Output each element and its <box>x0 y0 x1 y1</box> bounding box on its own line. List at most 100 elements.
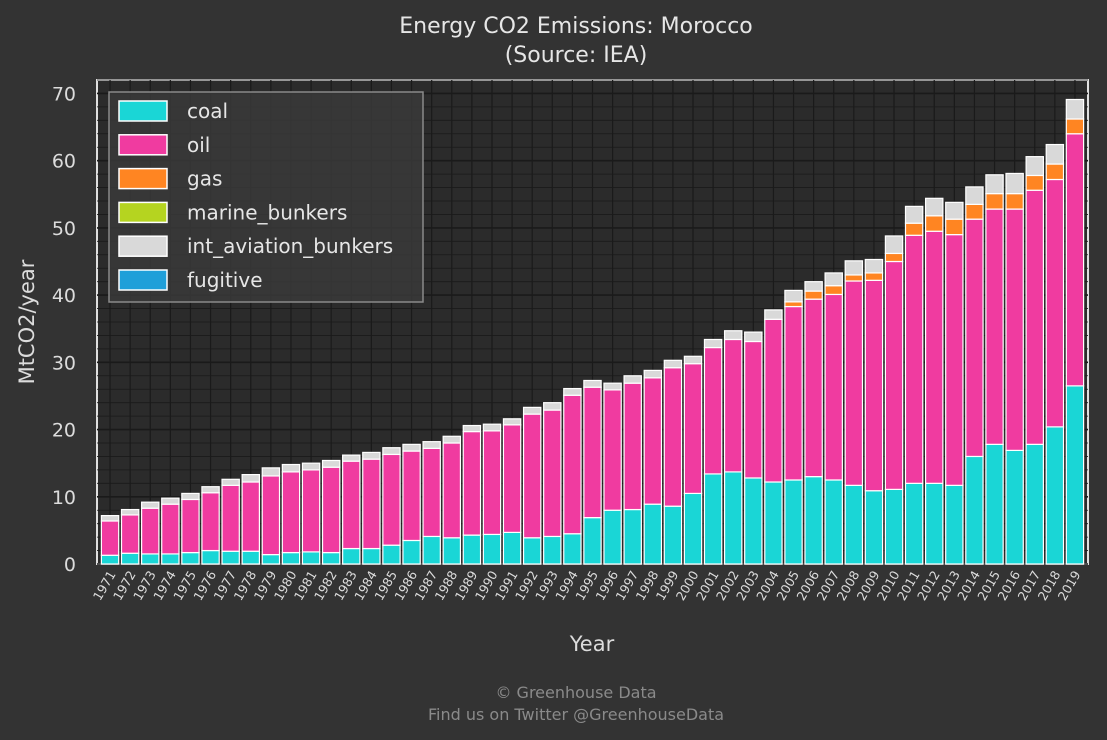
bar-int_aviation_bunkers-1989 <box>462 424 482 433</box>
legend-label-marine_bunkers: marine_bunkers <box>187 200 347 224</box>
bar-coal-1989 <box>462 534 482 565</box>
bar-coal-1984 <box>362 547 381 565</box>
bar-coal-2007 <box>824 479 843 565</box>
bar-coal-2004 <box>764 481 783 565</box>
bar-coal-1992 <box>522 537 542 565</box>
y-tick-labels: 0 10 20 30 40 50 60 70 <box>52 83 76 576</box>
bar-int_aviation_bunkers-2009 <box>864 258 884 274</box>
chart-subtitle: (Source: IEA) <box>505 43 648 68</box>
legend-label-int_aviation_bunkers: int_aviation_bunkers <box>187 234 393 258</box>
y-tick-label: 60 <box>52 151 76 173</box>
bar-coal-1982 <box>321 551 341 565</box>
legend-label-fugitive: fugitive <box>187 268 263 292</box>
bar-int_aviation_bunkers-2006 <box>804 281 823 292</box>
bar-oil-1999 <box>663 367 683 507</box>
y-tick-label: 0 <box>64 554 76 576</box>
bar-coal-1976 <box>201 549 220 565</box>
bar-oil-2008 <box>844 280 864 486</box>
bar-gas-2016 <box>1005 193 1024 210</box>
bar-oil-2011 <box>904 234 924 484</box>
bar-coal-1997 <box>623 508 642 565</box>
bar-oil-1996 <box>603 389 622 511</box>
bar-oil-1990 <box>482 430 502 536</box>
y-tick-label: 50 <box>52 218 76 240</box>
bar-coal-1977 <box>221 550 240 565</box>
bar-coal-1986 <box>402 539 421 565</box>
bar-gas-2018 <box>1045 163 1065 181</box>
legend-swatch-int_aviation_bunkers <box>118 235 168 257</box>
bar-oil-2000 <box>683 363 703 495</box>
y-tick-label: 20 <box>52 420 76 442</box>
bar-oil-1986 <box>402 450 421 542</box>
bar-int_aviation_bunkers-2008 <box>844 260 864 276</box>
bar-int_aviation_bunkers-1984 <box>362 451 381 460</box>
bar-int_aviation_bunkers-1982 <box>321 459 341 468</box>
bar-int_aviation_bunkers-1974 <box>161 497 180 505</box>
bar-coal-1985 <box>382 544 401 565</box>
bar-oil-2015 <box>985 208 1004 445</box>
bar-gas-2012 <box>924 215 944 232</box>
bar-coal-1975 <box>181 551 200 565</box>
bar-coal-2002 <box>723 471 743 565</box>
bar-int_aviation_bunkers-2015 <box>985 174 1004 195</box>
bar-coal-1993 <box>543 535 562 565</box>
bar-int_aviation_bunkers-1993 <box>543 402 562 411</box>
bar-int_aviation_bunkers-1981 <box>301 462 321 471</box>
bar-coal-1973 <box>141 553 160 565</box>
bar-int_aviation_bunkers-2013 <box>945 201 964 220</box>
y-tick-label: 40 <box>52 285 76 307</box>
bar-oil-1998 <box>643 377 663 505</box>
bar-oil-1984 <box>362 458 381 550</box>
bar-gas-2009 <box>864 272 884 281</box>
bar-oil-2005 <box>784 305 803 481</box>
bar-int_aviation_bunkers-1991 <box>502 418 522 426</box>
bar-coal-2016 <box>1005 449 1024 565</box>
bar-int_aviation_bunkers-1996 <box>603 382 622 391</box>
bar-int_aviation_bunkers-2011 <box>904 205 924 224</box>
x-tick-labels: 1971197219731974197519761977197819791980… <box>90 568 1084 603</box>
bar-oil-2013 <box>945 234 964 486</box>
y-tick-label: 70 <box>52 83 76 105</box>
bar-coal-1995 <box>583 517 602 565</box>
bar-int_aviation_bunkers-1999 <box>663 359 683 369</box>
bar-oil-1988 <box>442 442 462 539</box>
bar-oil-1972 <box>120 514 140 554</box>
bar-oil-1985 <box>382 453 401 546</box>
bar-int_aviation_bunkers-1987 <box>422 441 441 449</box>
bar-gas-2013 <box>945 218 964 236</box>
bar-oil-1979 <box>261 475 281 556</box>
bar-coal-1972 <box>120 552 140 565</box>
bar-coal-2009 <box>864 490 884 565</box>
bar-coal-2001 <box>703 473 723 565</box>
bar-gas-2010 <box>884 252 904 263</box>
bar-coal-1979 <box>261 553 281 565</box>
bar-gas-2005 <box>784 301 803 308</box>
bar-coal-1990 <box>482 533 502 565</box>
bar-oil-2010 <box>884 260 904 490</box>
bar-int_aviation_bunkers-1972 <box>120 508 140 516</box>
bar-coal-2013 <box>945 484 964 565</box>
legend-swatch-fugitive <box>118 269 168 291</box>
bar-coal-2014 <box>965 455 984 565</box>
bar-oil-2009 <box>864 279 884 492</box>
bar-int_aviation_bunkers-1988 <box>442 435 462 444</box>
bar-oil-1991 <box>502 424 522 534</box>
bar-oil-1993 <box>543 409 562 538</box>
bar-coal-1978 <box>241 550 261 565</box>
x-axis-label: Year <box>569 632 615 656</box>
bar-oil-1994 <box>563 394 582 535</box>
bar-coal-1998 <box>643 503 663 565</box>
bar-oil-1997 <box>623 382 642 511</box>
bar-coal-1983 <box>342 547 361 565</box>
bar-oil-2019 <box>1065 133 1085 387</box>
y-tick-label: 30 <box>52 352 76 374</box>
footer-copyright: © Greenhouse Data <box>495 683 656 702</box>
legend-box <box>108 91 424 303</box>
bar-int_aviation_bunkers-1986 <box>402 443 421 452</box>
bar-gas-2011 <box>904 222 924 236</box>
bar-int_aviation_bunkers-1983 <box>342 454 361 462</box>
bar-int_aviation_bunkers-1995 <box>583 379 602 388</box>
bar-gas-2007 <box>824 285 843 296</box>
bar-int_aviation_bunkers-2007 <box>824 272 843 287</box>
